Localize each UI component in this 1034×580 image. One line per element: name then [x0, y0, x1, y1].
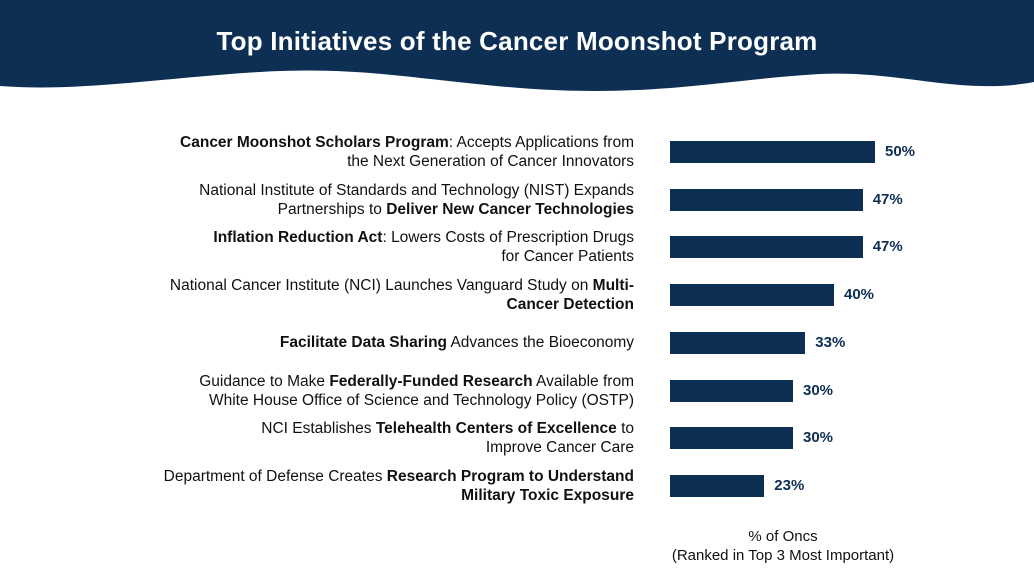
category-label-line: the Next Generation of Cancer Innovators	[180, 152, 634, 171]
category-label-bold: Research Program to Understand	[386, 467, 634, 485]
category-label: National Cancer Institute (NCI) Launches…	[34, 271, 634, 319]
category-label-bold: Inflation Reduction Act	[213, 229, 383, 247]
category-label-segment: National Cancer Institute (NCI) Launches…	[169, 277, 593, 295]
category-label: Department of Defense Creates Research P…	[34, 462, 634, 510]
category-label-segment: to	[616, 420, 634, 438]
category-label-line: National Cancer Institute (NCI) Launches…	[170, 276, 634, 295]
bar	[670, 188, 863, 211]
category-label-line: for Cancer Patients	[213, 247, 634, 266]
category-label-bold: Cancer Detection	[506, 296, 634, 314]
bar	[670, 284, 834, 307]
bar	[670, 141, 875, 163]
bar-value-label: 50%	[885, 143, 916, 160]
chart-row: Cancer Moonshot Scholars Program: Accept…	[0, 128, 1034, 176]
chart-row: National Institute of Standards and Tech…	[0, 176, 1034, 224]
category-label-bold: Facilitate Data Sharing	[279, 334, 448, 352]
category-label-text: Cancer Moonshot Scholars Program: Accept…	[180, 133, 634, 171]
category-label-segment: Advances the Bioeconomy	[447, 334, 634, 352]
bar	[670, 236, 863, 259]
category-label-segment: Department of Defense Creates	[163, 467, 387, 485]
category-label-segment: : Accepts Applications from	[448, 134, 634, 151]
bar-value-label: 30%	[803, 381, 834, 399]
category-label-text: National Cancer Institute (NCI) Launches…	[170, 276, 634, 314]
category-label-line: National Institute of Standards and Tech…	[199, 181, 634, 200]
chart-row: Department of Defense Creates Research P…	[0, 462, 1034, 510]
category-label-segment: White House Office of Science and Techno…	[208, 391, 634, 409]
x-axis-label-line1: % of Oncs	[748, 528, 818, 545]
bar	[670, 379, 793, 402]
category-label-line: Military Toxic Exposure	[164, 486, 634, 505]
category-label: Inflation Reduction Act: Lowers Costs of…	[34, 223, 634, 271]
category-label-segment: NCI Establishes	[261, 420, 376, 438]
category-label-segment: for Cancer Patients	[501, 248, 634, 266]
category-label-segment: : Lowers Costs of Prescription Drugs	[382, 229, 634, 247]
category-label-segment: Improve Cancer Care	[485, 439, 634, 457]
category-label-segment: Partnerships to	[277, 200, 387, 218]
category-label: Facilitate Data Sharing Advances the Bio…	[34, 319, 634, 367]
category-label-line: Cancer Moonshot Scholars Program: Accept…	[180, 133, 634, 152]
x-axis-label-line2: (Ranked in Top 3 Most Important)	[671, 547, 895, 564]
bar	[670, 427, 793, 450]
category-label-line: NCI Establishes Telehealth Centers of Ex…	[261, 419, 634, 438]
category-label-line: Partnerships to Deliver New Cancer Techn…	[199, 200, 634, 219]
category-label-line: Facilitate Data Sharing Advances the Bio…	[280, 333, 634, 352]
category-label-text: Inflation Reduction Act: Lowers Costs of…	[213, 228, 634, 266]
header-banner: Top Initiatives of the Cancer Moonshot P…	[0, 0, 1034, 100]
bar-value-label: 33%	[815, 333, 846, 351]
category-label-text: Department of Defense Creates Research P…	[164, 467, 634, 505]
bar-value-label: 47%	[872, 238, 903, 256]
category-label-bold: Multi-	[592, 277, 634, 295]
bar	[670, 331, 806, 354]
category-label-bold: Cancer Moonshot Scholars Program	[180, 134, 449, 151]
category-label-bold: Telehealth Centers of Excellence	[375, 420, 617, 438]
category-label-bold: Federally-Funded Research	[329, 372, 533, 390]
category-label: Cancer Moonshot Scholars Program: Accept…	[34, 128, 634, 176]
category-label-line: Cancer Detection	[170, 295, 634, 314]
category-label-segment: Available from	[532, 372, 634, 390]
category-label-line: Inflation Reduction Act: Lowers Costs of…	[213, 228, 634, 247]
chart-row: National Cancer Institute (NCI) Launches…	[0, 271, 1034, 319]
category-label-line: Department of Defense Creates Research P…	[164, 467, 634, 486]
bar-value-label: 30%	[803, 429, 834, 447]
category-label-bold: Military Toxic Exposure	[461, 486, 634, 504]
category-label-segment: Guidance to Make	[199, 372, 330, 390]
category-label-line: White House Office of Science and Techno…	[199, 391, 634, 410]
chart-title: Top Initiatives of the Cancer Moonshot P…	[216, 26, 818, 56]
x-axis-label: % of Oncs (Ranked in Top 3 Most Importan…	[600, 527, 966, 565]
bar	[670, 474, 765, 497]
bar-value-label: 40%	[844, 286, 875, 304]
category-label-text: NCI Establishes Telehealth Centers of Ex…	[261, 419, 634, 457]
category-label-text: National Institute of Standards and Tech…	[199, 181, 634, 219]
chart-row: NCI Establishes Telehealth Centers of Ex…	[0, 414, 1034, 462]
category-label-segment: National Institute of Standards and Tech…	[199, 181, 634, 199]
category-label-line: Guidance to Make Federally-Funded Resear…	[199, 372, 634, 391]
category-label: National Institute of Standards and Tech…	[34, 176, 634, 224]
bar-value-label: 47%	[872, 190, 903, 208]
chart-row: Facilitate Data Sharing Advances the Bio…	[0, 319, 1034, 367]
chart-row: Inflation Reduction Act: Lowers Costs of…	[0, 223, 1034, 271]
category-label-text: Guidance to Make Federally-Funded Resear…	[199, 372, 634, 410]
category-label-text: Facilitate Data Sharing Advances the Bio…	[280, 333, 634, 352]
category-label: NCI Establishes Telehealth Centers of Ex…	[34, 414, 634, 462]
category-label-segment: the Next Generation of Cancer Innovators	[347, 153, 634, 170]
category-label-bold: Deliver New Cancer Technologies	[386, 200, 634, 218]
bar-value-label: 23%	[774, 476, 805, 494]
category-label-line: Improve Cancer Care	[261, 438, 634, 457]
chart-row: Guidance to Make Federally-Funded Resear…	[0, 367, 1034, 415]
header-wave-background	[0, 0, 1034, 91]
category-label: Guidance to Make Federally-Funded Resear…	[34, 367, 634, 415]
